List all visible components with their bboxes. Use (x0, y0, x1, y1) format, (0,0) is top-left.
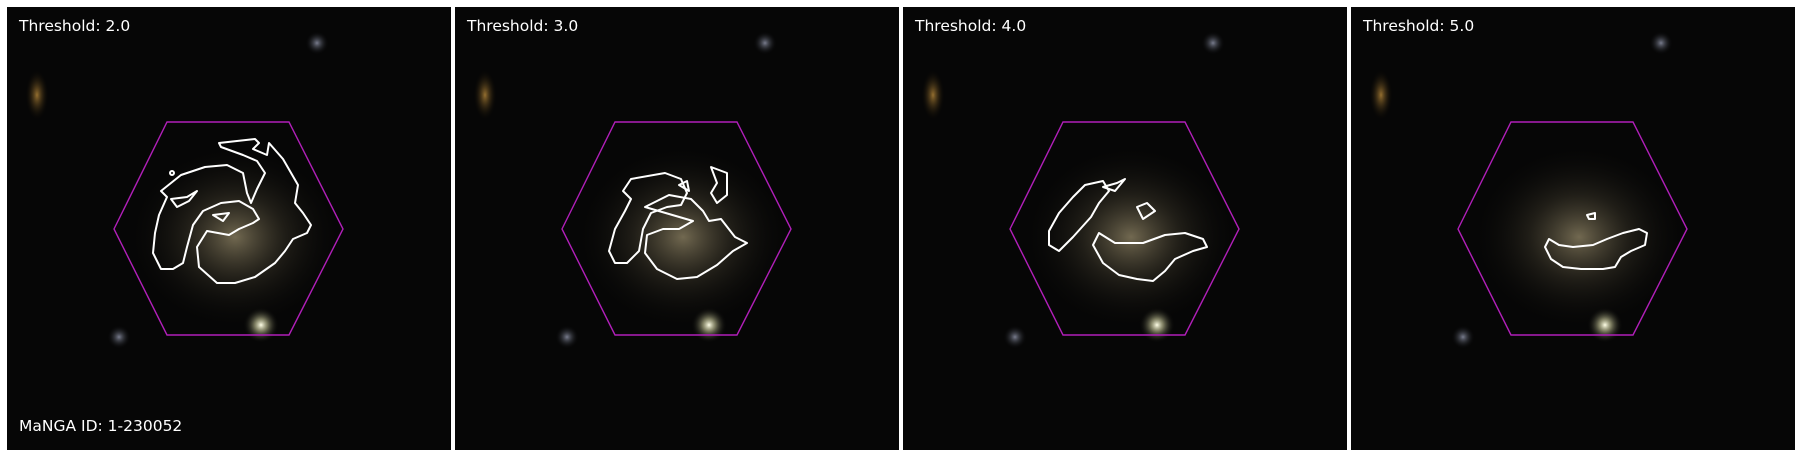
bright-star (691, 307, 727, 343)
panel-threshold-5: Threshold: 5.0 (1351, 7, 1795, 450)
star-source (107, 325, 131, 349)
contour (1048, 178, 1208, 282)
source-blob (473, 69, 497, 121)
source-blob (1369, 69, 1393, 121)
star-source (305, 31, 329, 55)
panel-threshold-3: Threshold: 3.0 (455, 7, 899, 450)
galaxy-image (903, 7, 1347, 450)
contour (152, 138, 312, 284)
threshold-label: Threshold: 2.0 (19, 17, 131, 35)
star-source (753, 31, 777, 55)
ifu-hexagon (113, 121, 344, 336)
threshold-label: Threshold: 3.0 (467, 17, 579, 35)
ifu-hexagon (1457, 121, 1688, 336)
star-source (1201, 31, 1225, 55)
threshold-label: Threshold: 5.0 (1363, 17, 1475, 35)
galaxy-glow (1021, 142, 1241, 332)
galaxy-image (455, 7, 899, 450)
galaxy-image (1351, 7, 1795, 450)
ifu-hexagon (1009, 121, 1240, 336)
panel-threshold-2: Threshold: 2.0 MaNGA ID: 1-230052 (7, 7, 451, 450)
bright-star (243, 307, 279, 343)
galaxy-image (7, 7, 451, 450)
galaxy-id-label: MaNGA ID: 1-230052 (19, 416, 183, 435)
panel-threshold-4: Threshold: 4.0 (903, 7, 1347, 450)
contour (608, 166, 748, 280)
threshold-label: Threshold: 4.0 (915, 17, 1027, 35)
star-source (1649, 31, 1673, 55)
source-blob (25, 69, 49, 121)
bright-star (1139, 307, 1175, 343)
star-source (555, 325, 579, 349)
source-blob (921, 69, 945, 121)
bright-star (1587, 307, 1623, 343)
galaxy-glow (1469, 142, 1689, 332)
star-source (1003, 325, 1027, 349)
contour (1544, 212, 1648, 270)
star-source (1451, 325, 1475, 349)
ifu-hexagon (561, 121, 792, 336)
galaxy-glow (573, 142, 793, 332)
galaxy-glow (125, 142, 345, 332)
